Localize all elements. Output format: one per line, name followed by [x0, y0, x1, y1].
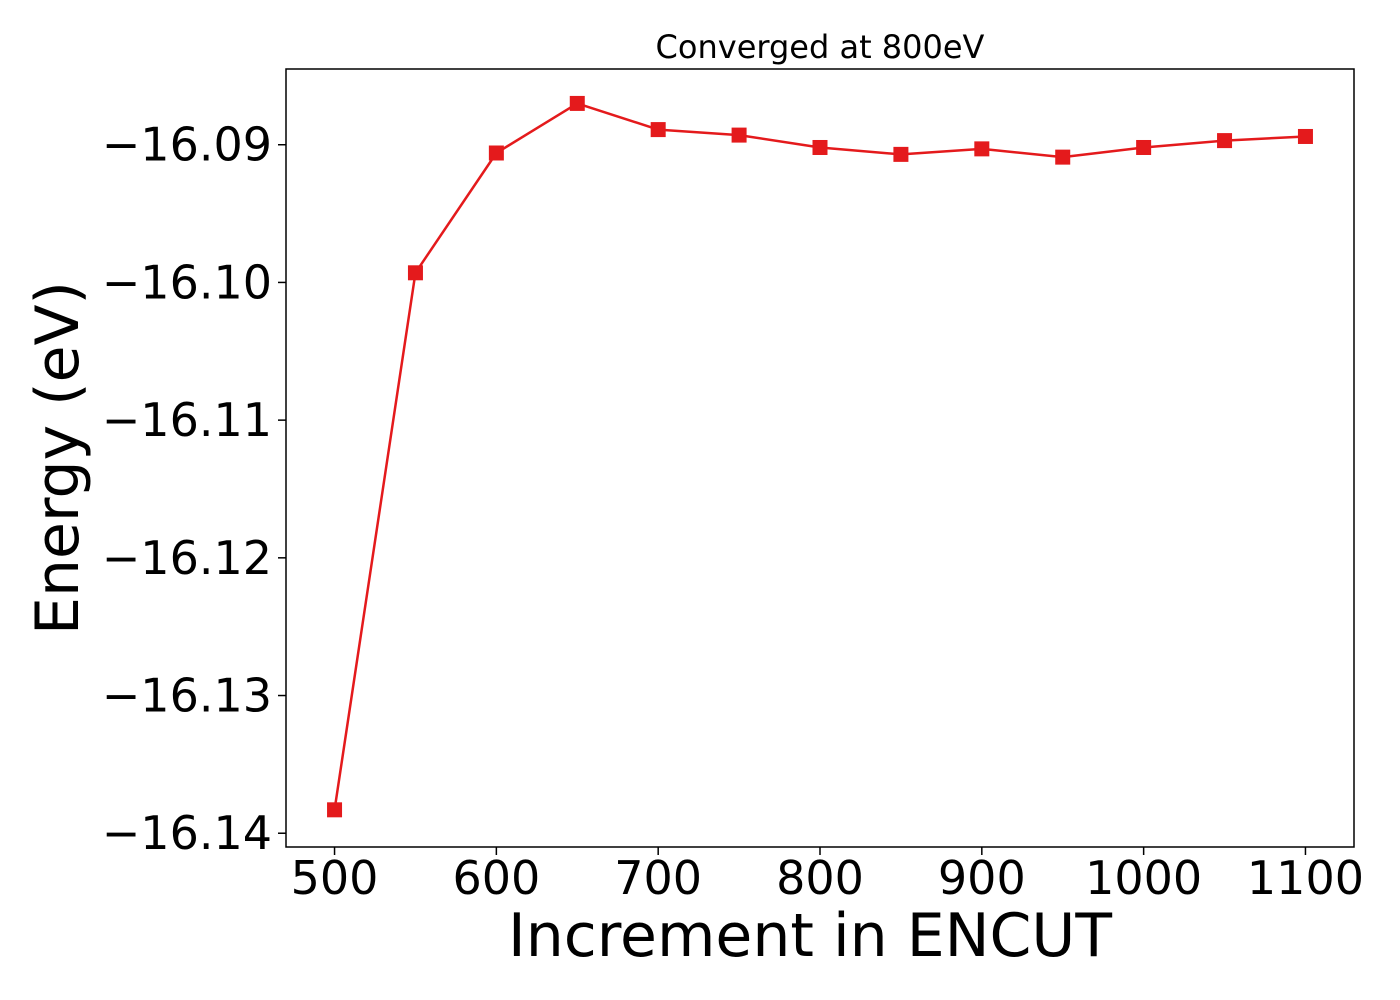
x-axis-label: Increment in ENCUT: [508, 901, 1112, 971]
x-tick-label: 800: [776, 851, 864, 905]
data-point-marker: [974, 141, 990, 157]
x-tick-label: 500: [291, 851, 379, 905]
x-tick-label: 1000: [1085, 851, 1202, 905]
y-tick-label: −16.09: [102, 118, 272, 172]
y-tick-label: −16.12: [102, 531, 272, 585]
x-tick-label: 900: [938, 851, 1026, 905]
data-point-marker: [488, 145, 504, 161]
chart-title: Converged at 800eV: [656, 28, 985, 66]
plot-area: [327, 95, 1313, 818]
y-axis-ticks: −16.14 −16.13 −16.12 −16.11 −16.10 −16.09: [102, 118, 286, 860]
x-tick-label: 600: [452, 851, 540, 905]
x-axis-ticks: 500 600 700 800 900 1000 1100: [291, 847, 1364, 905]
y-tick-label: −16.13: [102, 669, 272, 723]
data-point-marker: [1217, 133, 1233, 149]
data-point-marker: [1055, 149, 1071, 165]
data-point-marker: [650, 122, 666, 138]
y-tick-label: −16.14: [102, 806, 272, 860]
y-tick-label: −16.11: [102, 393, 272, 447]
data-point-marker: [893, 146, 909, 162]
data-point-marker: [1297, 128, 1313, 144]
data-point-marker: [327, 802, 343, 818]
x-tick-label: 1100: [1247, 851, 1364, 905]
y-tick-label: −16.10: [102, 255, 272, 309]
y-axis-label: Energy (eV): [23, 281, 93, 635]
data-point-marker: [731, 127, 747, 143]
data-point-marker: [569, 95, 585, 111]
data-point-marker: [812, 139, 828, 155]
data-point-marker: [1136, 139, 1152, 155]
data-point-marker: [407, 265, 423, 281]
x-tick-label: 700: [614, 851, 702, 905]
